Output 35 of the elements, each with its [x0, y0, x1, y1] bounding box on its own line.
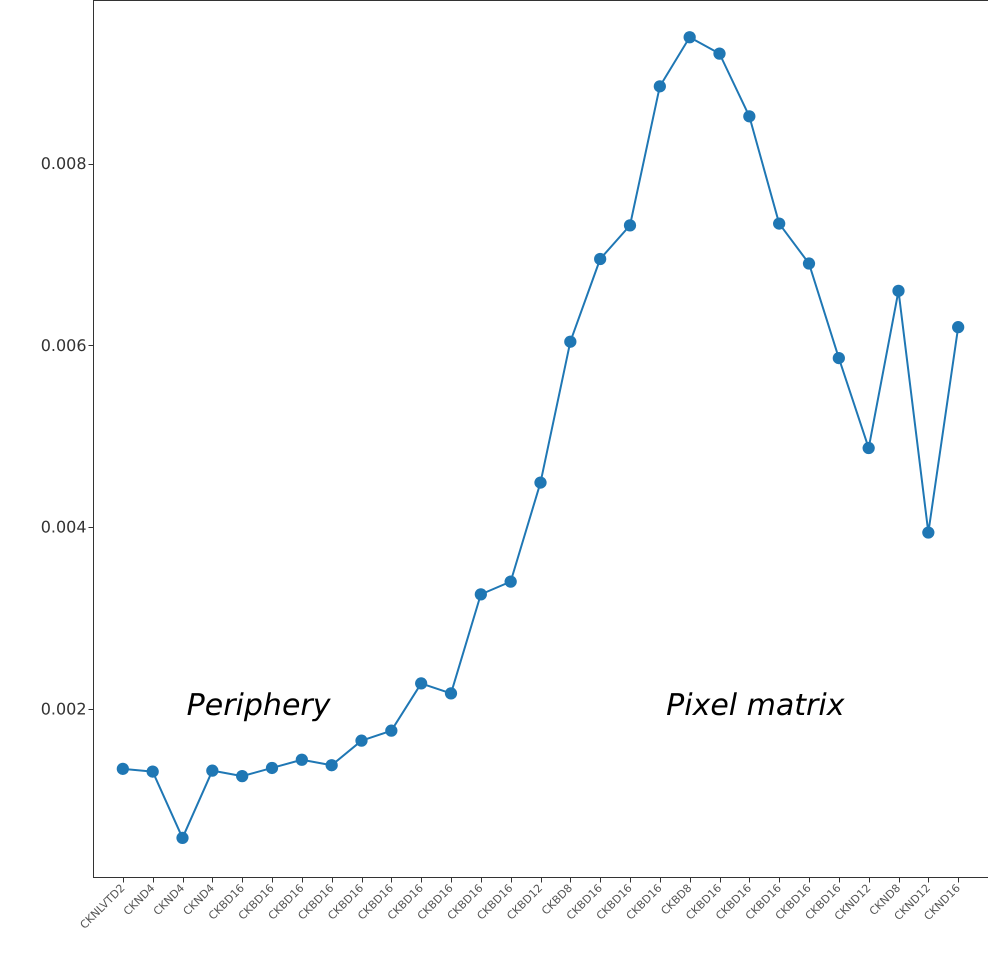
- point: [802, 257, 816, 270]
- point: [862, 442, 875, 454]
- point: [594, 252, 606, 266]
- point: [564, 336, 576, 348]
- y-tick-label: 0.002: [40, 699, 86, 718]
- point: [624, 219, 636, 232]
- point: [176, 832, 189, 844]
- point: [116, 762, 129, 775]
- point: [296, 754, 308, 766]
- point: [326, 759, 338, 772]
- point: [146, 765, 159, 778]
- annotation: Pixel matrix: [666, 688, 845, 723]
- point: [534, 476, 547, 489]
- y-tick-label: 0.006: [40, 336, 86, 355]
- point: [504, 576, 517, 588]
- annotation: Periphery: [186, 688, 332, 723]
- point: [773, 217, 786, 230]
- point: [743, 110, 756, 122]
- y-tick-label: 0.008: [40, 154, 86, 174]
- point: [415, 677, 428, 690]
- point: [713, 48, 726, 60]
- point: [385, 724, 398, 737]
- point: [654, 80, 666, 92]
- point: [355, 734, 368, 747]
- point: [236, 770, 248, 782]
- point: [952, 321, 964, 334]
- point: [832, 352, 845, 364]
- point: [266, 762, 278, 774]
- y-tick-label: 0.004: [40, 518, 86, 537]
- point: [684, 31, 696, 44]
- point: [892, 284, 905, 297]
- point: [922, 526, 934, 539]
- point: [444, 687, 458, 700]
- point: [206, 764, 218, 777]
- point: [474, 588, 487, 600]
